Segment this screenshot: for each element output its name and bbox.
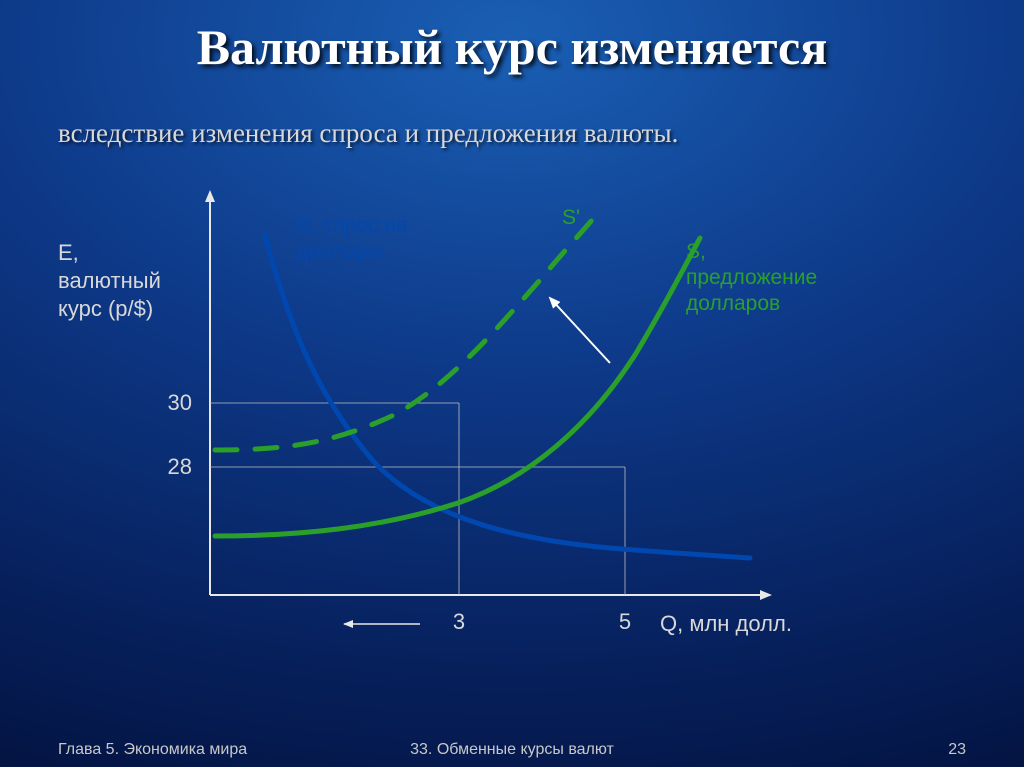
svg-text:S,: S,: [686, 240, 706, 263]
svg-text:валютный: валютный: [58, 268, 161, 293]
exchange-rate-chart: E, валютный курс (р/$) Q, млн долл. 28 30 3…: [0, 0, 1024, 767]
slide: Валютный курс изменяется вследствие изме…: [0, 0, 1024, 767]
svg-text:3: 3: [453, 609, 465, 634]
x-axis-label: Q, млн долл.: [660, 611, 792, 636]
svg-text:D, спрос на: D, спрос на: [296, 214, 408, 237]
y-ticks: 28 30: [168, 390, 192, 479]
demand-label: D, спрос на доллары: [296, 214, 408, 263]
y-axis-label: E, валютный курс (р/$): [58, 240, 161, 321]
supply-curve: [215, 238, 700, 536]
svg-text:доллары: доллары: [296, 240, 382, 263]
footer-right: 23: [948, 741, 966, 759]
svg-text:28: 28: [168, 454, 192, 479]
footer-center: 33. Обменные курсы валют: [58, 741, 966, 759]
svg-text:30: 30: [168, 390, 192, 415]
svg-text:E,: E,: [58, 240, 79, 265]
svg-text:предложение: предложение: [686, 266, 817, 289]
x-ticks: 35: [453, 609, 631, 634]
shift-arrow-icon: [550, 298, 610, 363]
svg-text:5: 5: [619, 609, 631, 634]
supply-label: S, предложение долларов: [686, 240, 817, 315]
s-prime-label: S': [562, 206, 580, 229]
svg-text:долларов: долларов: [686, 292, 780, 315]
svg-text:курс (р/$): курс (р/$): [58, 296, 153, 321]
